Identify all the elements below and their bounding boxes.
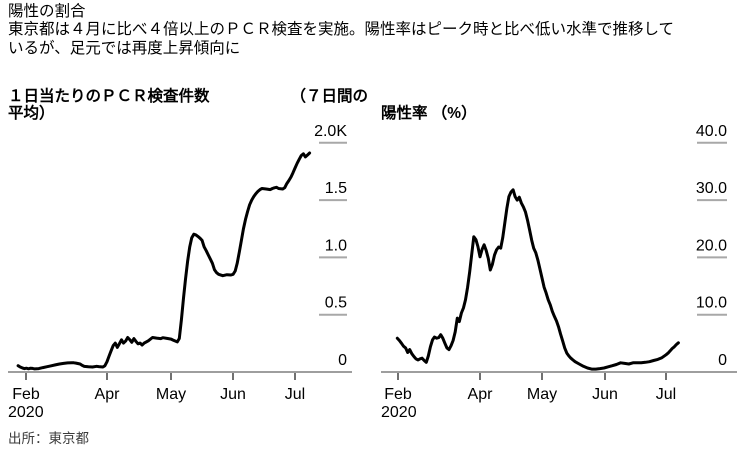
pcr-tests-chart-title-line2: 平均） [8, 105, 55, 122]
pcr-tests-chart-title-main: １日当たりのＰＣＲ検査件数 [8, 88, 210, 105]
y-axis-label: 40.0 [696, 123, 727, 140]
figure-description-line2: いるが、足元では再度上昇傾向に [8, 39, 241, 57]
y-axis-label: 0 [718, 352, 727, 369]
y-axis-label: 10.0 [696, 295, 727, 312]
x-axis-label: May [156, 386, 186, 403]
positive-rate-chart: 陽性率 （%） 40.0 30.0 20.0 10.0 0 Feb 2020 Apr May Ju… [381, 88, 737, 422]
pcr-tests-chart-title: １日当たりのＰＣＲ検査件数 （７日間の 平均） [8, 88, 368, 122]
source-note: 出所：東京都 [8, 431, 89, 446]
y-axis-label: 0.5 [325, 295, 347, 312]
figure-description-line1: 東京都は４月に比べ４倍以上のＰＣＲ検査を実施。陽性率はピーク時と比べ低い水準で推… [8, 21, 675, 38]
x-axis-label: May [527, 386, 557, 403]
y-axis-label: 1.0 [325, 237, 347, 254]
y-axis-label: 30.0 [696, 180, 727, 197]
y-axis-label: 0 [338, 352, 347, 369]
x-axis-year-label: 2020 [8, 404, 44, 421]
pcr-tests-chart-title-unit-open: （７日間の [290, 88, 368, 105]
series-line [16, 151, 312, 371]
pcr-tests-chart: １日当たりのＰＣＲ検査件数 （７日間の 平均） 2.0K 1.5 1.0 0.5 0 Fe… [8, 88, 368, 422]
x-axis-label: Jun [220, 386, 246, 403]
x-axis-label: Feb [12, 386, 40, 403]
x-axis-label: Feb [384, 386, 412, 403]
x-axis-label: Jul [656, 386, 676, 403]
y-axis-label: 20.0 [696, 237, 727, 254]
positive-rate-chart-title-line1: 陽性率 （%） [381, 105, 477, 122]
y-axis-label: 2.0K [314, 123, 347, 140]
x-axis-label: Apr [95, 386, 121, 403]
pcr-tests-chart-title-line1: １日当たりのＰＣＲ検査件数 （７日間の [8, 88, 368, 105]
y-axis-label: 1.5 [325, 180, 347, 197]
x-axis-label: Apr [468, 386, 494, 403]
x-axis-label: Jul [285, 386, 305, 403]
x-axis-year-label: 2020 [381, 404, 417, 421]
figure-title: 陽性の割合 [8, 3, 86, 20]
figure-description: 東京都は４月に比べ４倍以上のＰＣＲ検査を実施。陽性率はピーク時と比べ低い水準で推… [8, 21, 674, 58]
series-line [395, 188, 680, 371]
x-axis-label: Jun [592, 386, 618, 403]
positive-rate-chart-title: 陽性率 （%） [381, 88, 477, 122]
